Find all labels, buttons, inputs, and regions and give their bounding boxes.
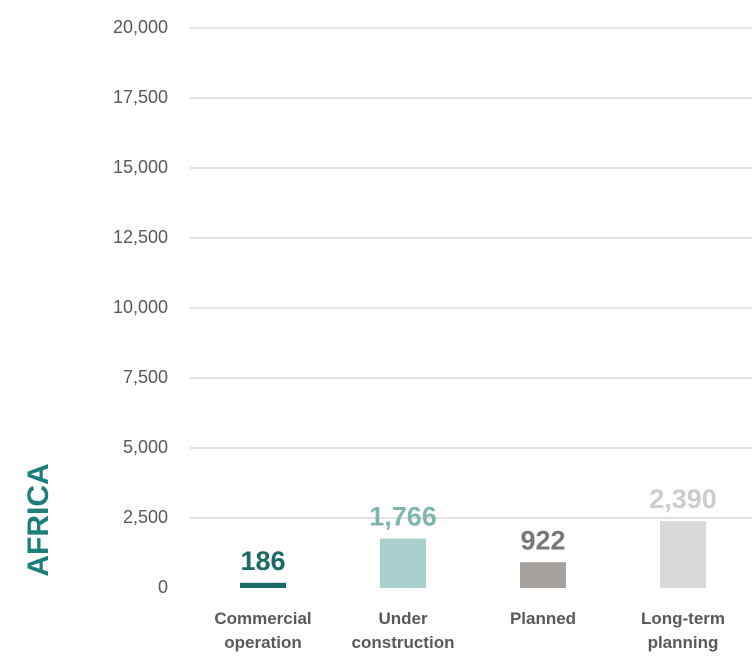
y-axis-label: AFRICA [22,463,55,576]
x-tick-label: Commercial operation [214,609,312,652]
y-tick-label: 2,500 [123,507,168,527]
x-tick-label: Long-term planning [640,609,726,652]
y-tick-label: 12,500 [113,227,168,247]
x-tick-label: Planned [509,609,577,628]
data-label: 2,390 [649,484,717,514]
bar [660,521,706,588]
y-tick-label: 15,000 [113,157,168,177]
data-label: 922 [520,525,565,555]
y-tick-label: 20,000 [113,17,168,37]
y-tick-label: 17,500 [113,87,168,107]
bar [240,582,286,588]
data-label: 1,766 [369,502,437,532]
x-tick-label: Under construction [351,609,455,652]
bar [520,562,566,588]
y-tick-label: 7,500 [123,367,168,387]
bar [380,538,426,588]
data-label: 186 [240,546,285,576]
y-tick-label: 5,000 [123,437,168,457]
y-tick-label: 10,000 [113,297,168,317]
y-tick-label: 0 [158,577,168,597]
